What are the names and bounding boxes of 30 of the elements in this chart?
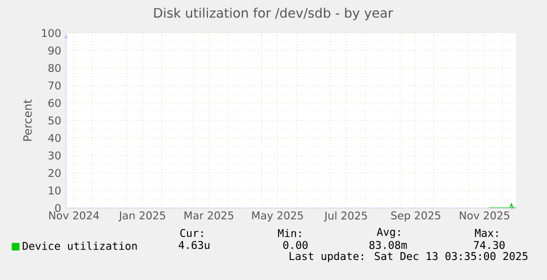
text: 0.00 xyxy=(283,240,308,250)
y-tick-label: 40 xyxy=(48,134,61,142)
x-tick-label: Nov 2024 xyxy=(49,211,99,220)
y-tick-label: 70 xyxy=(48,81,61,90)
y-tick-label: 100 xyxy=(42,28,61,38)
chart-title: Disk utilization for /dev/sdb - by year xyxy=(154,8,394,20)
y-axis-title: Percent xyxy=(23,99,32,141)
y-tick-label: 90 xyxy=(48,46,61,55)
text: Max: xyxy=(475,229,498,237)
x-tick-label: Nov 2025 xyxy=(460,211,510,220)
y-tick-label: 10 xyxy=(48,186,61,195)
x-tick-label: Sep 2025 xyxy=(391,211,440,222)
text: Avg: xyxy=(376,228,400,238)
x-tick-label: Mar 2025 xyxy=(184,211,234,220)
x-tick-label: May 2025 xyxy=(252,211,303,222)
text: 74.30 xyxy=(474,240,505,250)
y-tick-label: 50 xyxy=(48,116,61,125)
text: Last update: Sat Dec 13 03:35:00 2025 xyxy=(290,252,528,262)
y-tick-label: 30 xyxy=(48,151,61,160)
y-tick-label: 60 xyxy=(48,98,61,108)
x-tick-label: Jul 2025 xyxy=(324,211,367,222)
text: Min: xyxy=(278,228,301,238)
text: 83.08m xyxy=(369,240,407,250)
y-tick-label: 80 xyxy=(48,64,61,72)
y-tick-label: 0 xyxy=(55,204,61,212)
legend-label: Device utilization xyxy=(22,242,137,250)
x-tick-label: Jan 2025 xyxy=(118,211,166,222)
text: Cur: xyxy=(180,228,203,238)
text: 4.63u xyxy=(178,240,210,250)
y-tick-label: 20 xyxy=(48,168,61,178)
